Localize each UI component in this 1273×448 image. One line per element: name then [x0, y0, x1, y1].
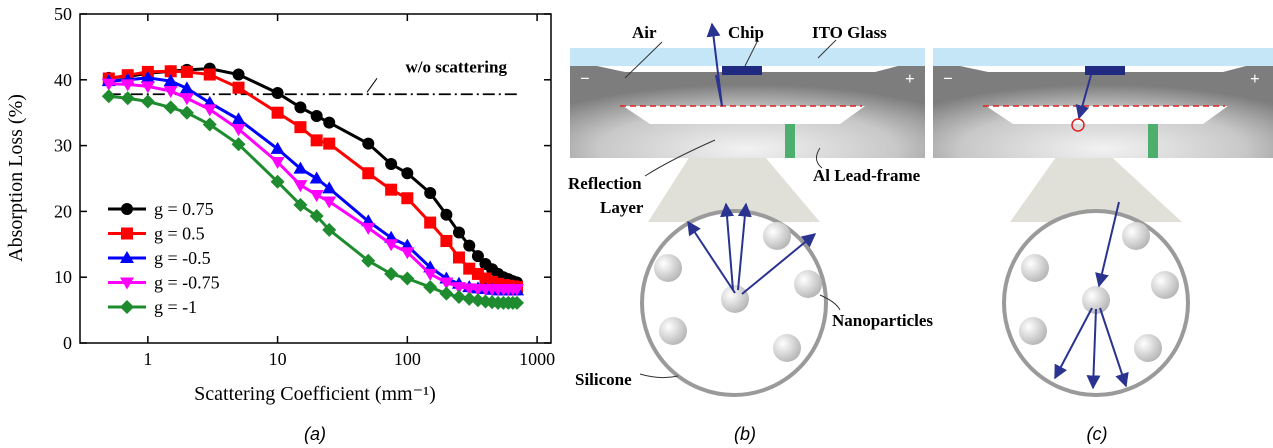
- chip: [722, 66, 762, 75]
- annotation: w/o scattering: [405, 57, 507, 76]
- lead-frame: [1148, 124, 1158, 158]
- annotation-leader: [367, 78, 377, 92]
- x-tick-label: 1000: [519, 349, 555, 369]
- marker: [323, 117, 335, 129]
- y-axis-title: Absorption Loss (%): [5, 94, 27, 262]
- y-tick-label: 10: [54, 267, 72, 287]
- marker: [272, 87, 284, 99]
- ito-glass: [933, 48, 1273, 66]
- marker: [164, 100, 178, 114]
- page: {"chart_data": {"type": "line", "xlabel"…: [0, 0, 1273, 448]
- marker: [102, 89, 116, 103]
- marker: [323, 138, 335, 150]
- marker: [385, 184, 397, 196]
- legend-marker: [121, 203, 133, 215]
- marker: [401, 167, 413, 179]
- label: Layer: [600, 198, 644, 217]
- marker: [204, 69, 216, 81]
- marker: [362, 138, 374, 150]
- label: Al Lead-frame: [813, 166, 921, 185]
- marker: [203, 104, 217, 116]
- marker: [294, 121, 306, 133]
- panel-c: − +: [933, 48, 1273, 395]
- figure: Air Chip ITO Glass − + Reflection Layer …: [0, 0, 1273, 448]
- label: Chip: [728, 23, 764, 42]
- marker: [453, 226, 465, 238]
- marker: [423, 280, 437, 294]
- x-tick-label: 100: [394, 349, 421, 369]
- label: +: [905, 69, 915, 88]
- marker: [180, 106, 194, 120]
- marker: [440, 235, 452, 247]
- y-tick-label: 20: [54, 201, 72, 221]
- caption: (a): [304, 424, 326, 444]
- marker: [311, 134, 323, 146]
- legend-marker: [121, 228, 133, 240]
- reflection-layer: [986, 106, 1228, 124]
- y-tick-label: 0: [63, 333, 72, 353]
- label: Nanoparticles: [832, 311, 933, 330]
- reflection-layer: [623, 106, 865, 124]
- label: −: [580, 69, 590, 88]
- y-tick-label: 50: [54, 4, 72, 24]
- marker: [463, 240, 475, 252]
- marker: [294, 101, 306, 113]
- marker: [293, 180, 307, 192]
- x-tick-label: 1: [143, 349, 152, 369]
- x-tick-label: 10: [269, 349, 287, 369]
- label: Air: [632, 23, 657, 42]
- label: Reflection: [568, 174, 642, 193]
- label: −: [943, 69, 953, 88]
- legend-label: g = 0.75: [154, 199, 214, 219]
- marker: [384, 267, 398, 281]
- panel-b: Air Chip ITO Glass − + Reflection Layer …: [568, 23, 933, 395]
- chart-a: Absorption Loss (%) Scattering Coefficie…: [5, 4, 555, 405]
- legend-label: g = 0.5: [154, 224, 205, 244]
- marker: [400, 272, 414, 286]
- y-tick-label: 30: [54, 136, 72, 156]
- legend-marker: [120, 300, 134, 314]
- label: +: [1250, 69, 1260, 88]
- y-tick-label: 40: [54, 70, 72, 90]
- chip: [1085, 66, 1125, 75]
- marker: [233, 82, 245, 94]
- marker: [311, 110, 323, 122]
- caption: (c): [1087, 424, 1108, 444]
- legend-label: g = -0.5: [154, 248, 211, 268]
- marker: [424, 187, 436, 199]
- marker: [385, 158, 397, 170]
- legend-label: g = -1: [154, 297, 197, 317]
- label: ITO Glass: [812, 23, 887, 42]
- lead-frame: [785, 124, 795, 158]
- marker: [232, 112, 246, 124]
- marker: [440, 209, 452, 221]
- marker: [121, 91, 135, 105]
- marker: [322, 197, 336, 209]
- marker: [310, 172, 324, 184]
- marker: [272, 107, 284, 119]
- marker: [401, 192, 413, 204]
- x-axis-title: Scattering Coefficient (mm⁻¹): [194, 383, 436, 405]
- marker: [181, 66, 193, 78]
- marker: [233, 69, 245, 81]
- caption: (b): [734, 424, 756, 444]
- marker: [141, 95, 155, 109]
- ito-glass: [570, 48, 925, 66]
- label: Silicone: [575, 370, 632, 389]
- marker: [439, 287, 453, 301]
- marker: [362, 167, 374, 179]
- marker: [453, 251, 465, 263]
- legend-label: g = -0.75: [154, 273, 220, 293]
- marker: [424, 217, 436, 229]
